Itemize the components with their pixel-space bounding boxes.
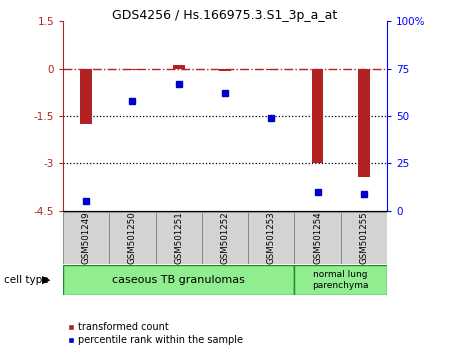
Text: GSM501250: GSM501250 [128,212,137,264]
Bar [63,212,109,264]
Bar [63,265,294,295]
Text: normal lung
parenchyma: normal lung parenchyma [312,270,369,290]
Text: GSM501253: GSM501253 [267,212,276,264]
Bar [248,212,294,264]
Bar [156,212,202,264]
Legend: transformed count, percentile rank within the sample: transformed count, percentile rank withi… [63,319,247,349]
Text: GSM501254: GSM501254 [313,212,322,264]
Bar [109,212,156,264]
Text: caseous TB granulomas: caseous TB granulomas [112,275,245,285]
Text: GSM501252: GSM501252 [220,212,230,264]
Text: GSM501251: GSM501251 [174,212,183,264]
Bar [173,65,184,69]
Bar [294,212,341,264]
Bar [202,212,248,264]
Bar [341,212,387,264]
Text: ▶: ▶ [42,275,50,285]
Bar [126,69,138,70]
Text: GSM501249: GSM501249 [81,212,90,264]
Text: cell type: cell type [4,275,49,285]
Bar [81,69,92,124]
Bar [312,69,324,163]
Bar [266,69,277,70]
Bar [358,69,369,177]
Bar [294,265,387,295]
Text: GDS4256 / Hs.166975.3.S1_3p_a_at: GDS4256 / Hs.166975.3.S1_3p_a_at [112,9,338,22]
Bar [219,69,231,71]
Text: GSM501255: GSM501255 [360,212,369,264]
